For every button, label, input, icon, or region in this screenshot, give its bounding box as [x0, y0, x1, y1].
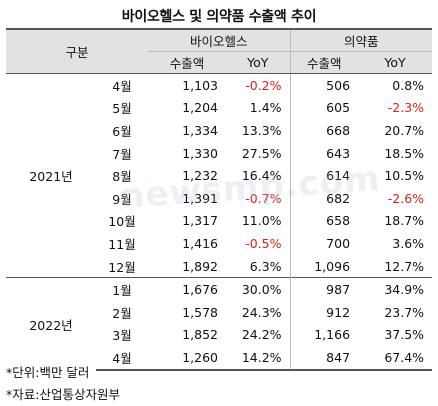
month-cell: 8월 — [112, 169, 132, 185]
pharma-yoy-cell: 18.7% — [384, 213, 425, 229]
bio-yoy-cell: 30.0% — [226, 277, 291, 301]
bio-yoy-cell: 24.3% — [241, 304, 282, 320]
pharma-export-cell: 614 — [289, 164, 359, 187]
pharma-export-cell: 1,166 — [289, 323, 359, 347]
bio-yoy-cell: 6.3% — [249, 258, 282, 274]
table-row: 2월 1,578 24.3% 912 23.7% — [6, 300, 432, 324]
bio-export-cell: 1,416 — [182, 235, 219, 251]
month-cell: 7월 — [112, 146, 132, 162]
pharma-yoy-cell: 37.5% — [384, 327, 425, 343]
pharma-export-cell: 643 — [289, 141, 359, 165]
note-source: *자료:산업통상자원부 — [6, 387, 120, 402]
pharma-yoy-cell: 10.5% — [384, 168, 425, 184]
bio-export-cell: 1,204 — [182, 100, 219, 116]
month-cell: 5월 — [112, 101, 132, 117]
year-label: 2022년 — [6, 277, 96, 370]
table-row: 12월 1,892 6.3% 1,096 12.7% — [6, 254, 432, 278]
table-row: 8월 1,232 16.4% 614 10.5% — [6, 164, 432, 187]
header-bio: 바이오헬스 — [148, 28, 291, 52]
table-row: 5월 1,204 1.4% 605 -2.3% — [6, 96, 432, 120]
bio-yoy-cell: 24.2% — [241, 327, 282, 343]
pharma-yoy-cell: 67.4% — [358, 346, 433, 371]
pharma-yoy-cell: 3.6% — [392, 235, 425, 251]
bio-export-cell: 1,317 — [182, 213, 219, 229]
pharma-export-cell: 668 — [289, 119, 359, 142]
table-row: 9월 1,391 -0.7% 682 -2.6% — [6, 186, 432, 210]
pharma-export-cell: 912 — [289, 300, 359, 324]
table-row: 6월 1,334 13.3% 668 20.7% — [6, 119, 432, 142]
pharma-yoy-cell: -2.6% — [387, 190, 425, 206]
table-title: 바이오헬스 및 의약품 수출액 추이 — [121, 9, 317, 25]
month-cell: 6월 — [112, 123, 132, 139]
table-row: 3월 1,852 24.2% 1,166 37.5% — [6, 323, 432, 347]
table-row: 11월 1,416 -0.5% 700 3.6% — [6, 232, 432, 255]
bio-yoy-cell: 27.5% — [241, 145, 282, 161]
pharma-export-cell: 987 — [289, 277, 359, 301]
year-label: 2021년 — [29, 169, 73, 185]
pharma-export-cell: 658 — [289, 209, 359, 233]
bio-yoy-cell: -0.7% — [245, 190, 282, 206]
pharma-export-cell: 506 — [289, 73, 359, 97]
note-unit: *단위:백만 달러 — [6, 365, 90, 380]
pharma-export-cell: 605 — [289, 96, 359, 120]
month-cell: 12월 — [108, 259, 136, 275]
table-row: 2021년 4월 1,103 -0.2% 506 0.8% — [6, 73, 432, 184]
header-pharma-export: 수출액 — [289, 51, 359, 74]
month-cell: 4월 — [96, 346, 149, 371]
table-row: 4월 1,260 14.2% 847 67.4% — [6, 346, 433, 371]
header-pharma: 의약품 — [289, 28, 433, 52]
month-cell: 4월 — [112, 78, 132, 94]
bio-yoy-cell: -0.5% — [245, 235, 282, 251]
header-pharma-yoy: YoY — [358, 51, 433, 74]
table-row: 7월 1,330 27.5% 643 18.5% — [6, 141, 432, 165]
month-cell: 11월 — [108, 236, 136, 252]
pharma-yoy-cell: 20.7% — [384, 122, 425, 138]
bio-yoy-cell: 13.3% — [241, 122, 282, 138]
bio-export-cell: 1,391 — [182, 190, 219, 206]
month-cell: 2월 — [112, 305, 132, 321]
bio-export-cell: 1,103 — [182, 77, 219, 93]
bio-export-cell: 1,892 — [182, 258, 219, 274]
bio-export-cell: 1,852 — [182, 327, 219, 343]
bio-export-cell: 1,578 — [182, 304, 219, 320]
pharma-export-cell: 1,096 — [289, 254, 359, 278]
header-bio-yoy: YoY — [226, 51, 291, 74]
bio-export-cell: 1,232 — [182, 168, 219, 184]
pharma-export-cell: 700 — [289, 232, 359, 255]
notes: *단위:백만 달러 *자료:산업통상자원부 — [6, 362, 120, 406]
bio-yoy-cell: 1.4% — [249, 100, 282, 116]
table-row: 2022년 1월 1,676 30.0% 987 34.9% — [6, 277, 433, 370]
bio-export-cell: 1,260 — [148, 346, 227, 371]
pharma-yoy-cell: 18.5% — [384, 145, 425, 161]
pharma-export-cell: 847 — [289, 346, 359, 371]
bio-export-cell: 1,330 — [182, 145, 219, 161]
month-cell: 1월 — [96, 277, 149, 301]
month-cell: 9월 — [112, 191, 132, 207]
pharma-yoy-cell: 23.7% — [384, 304, 425, 320]
bio-yoy-cell: 11.0% — [241, 213, 282, 229]
pharma-yoy-cell: -2.3% — [387, 100, 425, 116]
header-group-column: 구분 — [6, 28, 149, 74]
bio-export-cell: 1,334 — [182, 122, 219, 138]
pharma-yoy-cell: 12.7% — [384, 258, 425, 274]
bio-yoy-cell: 16.4% — [241, 168, 282, 184]
month-cell: 3월 — [112, 328, 132, 344]
month-cell: 10월 — [108, 214, 136, 230]
export-table: 구분 바이오헬스 의약품 수출액 YoY 수출액 YoY 2021년 4월 1,10… — [6, 28, 433, 371]
bio-yoy-cell: 14.2% — [226, 346, 291, 371]
pharma-export-cell: 682 — [289, 186, 359, 210]
pharma-yoy-cell: 0.8% — [392, 77, 425, 93]
pharma-yoy-cell: 34.9% — [358, 277, 433, 301]
bio-export-cell: 1,676 — [148, 277, 227, 301]
table-row: 10월 1,317 11.0% 658 18.7% — [6, 209, 432, 233]
bio-yoy-cell: -0.2% — [245, 77, 282, 93]
header-bio-export: 수출액 — [148, 51, 227, 74]
